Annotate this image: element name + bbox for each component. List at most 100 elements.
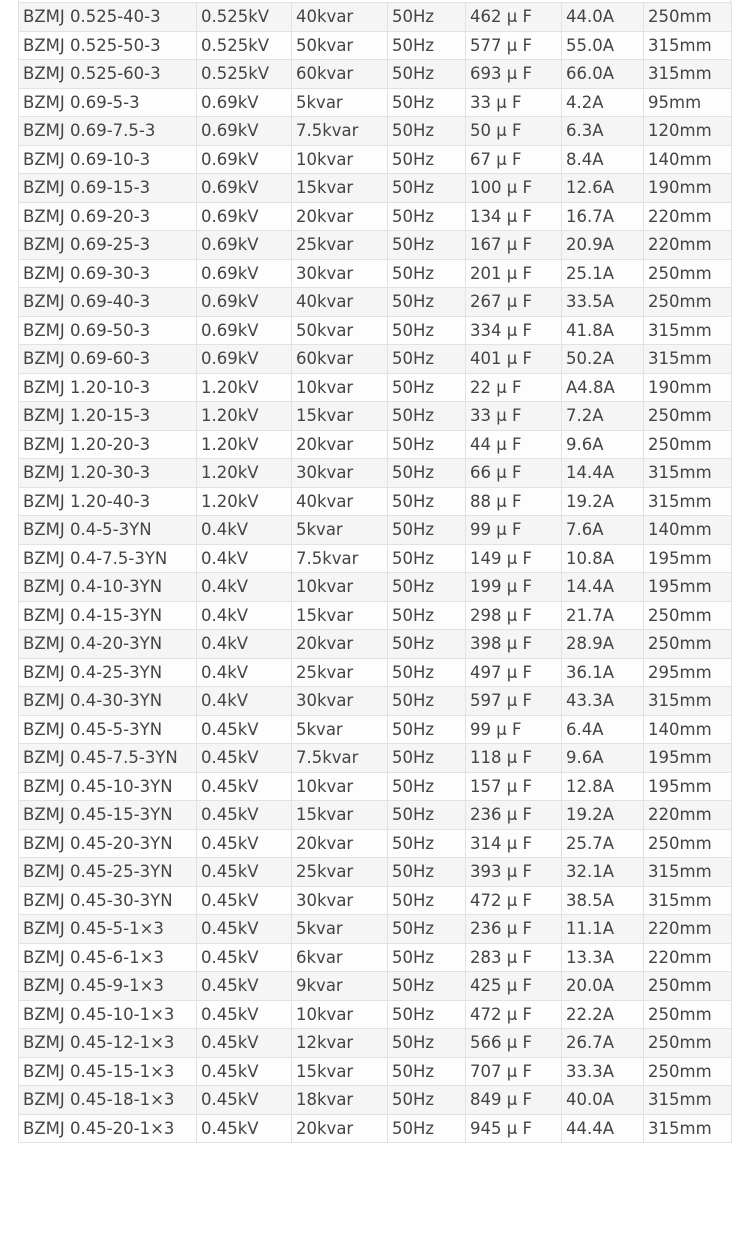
cell-model: BZMJ 0.69-20-3 [18,201,197,231]
cell-height: 220mm [643,942,732,972]
cell-model: BZMJ 0.45-15-1×3 [18,1056,197,1086]
cell-frequency: 50Hz [387,686,466,716]
cell-height: 250mm [643,429,732,459]
cell-voltage: 0.69kV [196,230,292,260]
cell-capacitance: 849 μ F [465,1085,562,1115]
cell-model: BZMJ 0.45-20-3YN [18,828,197,858]
cell-current: 26.7A [561,1028,644,1058]
table-row: BZMJ 0.69-40-3 0.69kV 40kvar 50Hz 267 μ F 33.… [18,287,732,317]
cell-voltage: 0.4kV [196,543,292,573]
cell-model: BZMJ 0.4-30-3YN [18,686,197,716]
cell-voltage: 0.45kV [196,771,292,801]
cell-capacity: 60kvar [291,344,388,374]
cell-frequency: 50Hz [387,201,466,231]
cell-capacity: 30kvar [291,885,388,915]
cell-capacitance: 472 μ F [465,885,562,915]
cell-height: 190mm [643,173,732,203]
cell-model: BZMJ 0.69-5-3 [18,87,197,117]
cell-capacitance: 267 μ F [465,287,562,317]
cell-capacitance: 22 μ F [465,372,562,402]
cell-voltage: 0.525kV [196,59,292,89]
cell-voltage: 0.4kV [196,600,292,630]
cell-current: 7.2A [561,401,644,431]
cell-frequency: 50Hz [387,714,466,744]
table-row: BZMJ 0.69-20-3 0.69kV 20kvar 50Hz 134 μ F 16.… [18,201,732,231]
cell-current: 14.4A [561,572,644,602]
cell-current: 50.2A [561,344,644,374]
cell-current: 25.1A [561,258,644,288]
table-row: BZMJ 0.69-25-3 0.69kV 25kvar 50Hz 167 μ F 20.… [18,230,732,260]
cell-current: 6.3A [561,116,644,146]
cell-capacity: 30kvar [291,258,388,288]
cell-capacitance: 50 μ F [465,116,562,146]
table-row: BZMJ 0.45-9-1×3 0.45kV 9kvar 50Hz 425 μ F 20.… [18,971,732,1001]
cell-height: 250mm [643,600,732,630]
cell-capacity: 5kvar [291,714,388,744]
table-top-edge [18,0,731,2]
cell-capacity: 15kvar [291,401,388,431]
cell-capacity: 25kvar [291,230,388,260]
cell-capacity: 15kvar [291,600,388,630]
cell-model: BZMJ 1.20-40-3 [18,486,197,516]
cell-capacitance: 100 μ F [465,173,562,203]
cell-model: BZMJ 0.4-15-3YN [18,600,197,630]
cell-capacity: 30kvar [291,458,388,488]
cell-current: 33.3A [561,1056,644,1086]
cell-capacitance: 134 μ F [465,201,562,231]
cell-model: BZMJ 0.45-10-1×3 [18,999,197,1029]
table-row: BZMJ 0.4-30-3YN 0.4kV 30kvar 50Hz 597 μ F 43.… [18,686,732,716]
cell-model: BZMJ 0.45-12-1×3 [18,1028,197,1058]
cell-model: BZMJ 0.45-25-3YN [18,857,197,887]
cell-capacitance: 334 μ F [465,315,562,345]
cell-height: 315mm [643,686,732,716]
cell-capacity: 50kvar [291,30,388,60]
table-row: BZMJ 0.4-5-3YN 0.4kV 5kvar 50Hz 99 μ F 7.6A 14… [18,515,732,545]
cell-frequency: 50Hz [387,857,466,887]
cell-voltage: 0.69kV [196,201,292,231]
cell-height: 250mm [643,971,732,1001]
cell-voltage: 0.45kV [196,857,292,887]
cell-current: 36.1A [561,657,644,687]
cell-voltage: 0.45kV [196,999,292,1029]
cell-frequency: 50Hz [387,600,466,630]
table-row: BZMJ 0.69-7.5-3 0.69kV 7.5kvar 50Hz 50 μ F 6.… [18,116,732,146]
cell-capacity: 40kvar [291,287,388,317]
cell-model: BZMJ 0.45-9-1×3 [18,971,197,1001]
table-row: BZMJ 1.20-15-3 1.20kV 15kvar 50Hz 33 μ F 7.2A… [18,401,732,431]
cell-current: 9.6A [561,429,644,459]
cell-height: 250mm [643,2,732,32]
table-row: BZMJ 0.69-15-3 0.69kV 15kvar 50Hz 100 μ F 12.… [18,173,732,203]
cell-capacitance: 283 μ F [465,942,562,972]
cell-current: 19.2A [561,486,644,516]
cell-model: BZMJ 0.45-7.5-3YN [18,743,197,773]
cell-capacitance: 577 μ F [465,30,562,60]
cell-model: BZMJ 0.4-7.5-3YN [18,543,197,573]
cell-frequency: 50Hz [387,1113,466,1143]
cell-voltage: 1.20kV [196,401,292,431]
cell-capacity: 40kvar [291,2,388,32]
cell-capacity: 7.5kvar [291,543,388,573]
cell-current: 44.0A [561,2,644,32]
cell-frequency: 50Hz [387,1085,466,1115]
cell-current: 10.8A [561,543,644,573]
table-row: BZMJ 0.69-30-3 0.69kV 30kvar 50Hz 201 μ F 25.… [18,258,732,288]
cell-capacity: 20kvar [291,429,388,459]
cell-current: 14.4A [561,458,644,488]
cell-capacitance: 597 μ F [465,686,562,716]
cell-voltage: 0.45kV [196,1056,292,1086]
cell-capacitance: 33 μ F [465,401,562,431]
cell-model: BZMJ 1.20-30-3 [18,458,197,488]
cell-voltage: 0.45kV [196,1085,292,1115]
cell-current: 25.7A [561,828,644,858]
cell-frequency: 50Hz [387,942,466,972]
cell-height: 295mm [643,657,732,687]
cell-capacitance: 401 μ F [465,344,562,374]
cell-model: BZMJ 0.525-50-3 [18,30,197,60]
cell-model: BZMJ 0.525-40-3 [18,2,197,32]
